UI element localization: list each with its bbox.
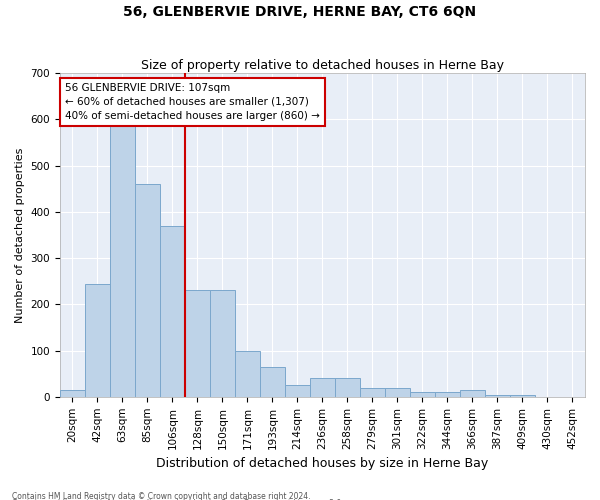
Bar [60, 390, 85, 397]
Bar [260, 367, 285, 397]
Bar [335, 378, 360, 397]
Bar [210, 290, 235, 397]
Bar [135, 184, 160, 397]
Bar [510, 394, 535, 397]
Bar [110, 108, 135, 397]
Bar [160, 226, 185, 397]
Title: Size of property relative to detached houses in Herne Bay: Size of property relative to detached ho… [141, 59, 504, 72]
Text: Contains HM Land Registry data © Crown copyright and database right 2024.: Contains HM Land Registry data © Crown c… [12, 492, 311, 500]
Bar [410, 392, 435, 397]
Bar [235, 350, 260, 397]
Text: Contains public sector information licensed under the Open Government Licence v3: Contains public sector information licen… [12, 499, 344, 500]
Bar [385, 388, 410, 397]
Text: 56, GLENBERVIE DRIVE, HERNE BAY, CT6 6QN: 56, GLENBERVIE DRIVE, HERNE BAY, CT6 6QN [124, 5, 476, 19]
Bar [485, 394, 510, 397]
Bar [310, 378, 335, 397]
Bar [435, 392, 460, 397]
Text: 56 GLENBERVIE DRIVE: 107sqm
← 60% of detached houses are smaller (1,307)
40% of : 56 GLENBERVIE DRIVE: 107sqm ← 60% of det… [65, 83, 320, 121]
Bar [85, 284, 110, 397]
Bar [460, 390, 485, 397]
X-axis label: Distribution of detached houses by size in Herne Bay: Distribution of detached houses by size … [157, 457, 488, 470]
Bar [285, 386, 310, 397]
Bar [360, 388, 385, 397]
Y-axis label: Number of detached properties: Number of detached properties [15, 148, 25, 322]
Bar [185, 290, 210, 397]
